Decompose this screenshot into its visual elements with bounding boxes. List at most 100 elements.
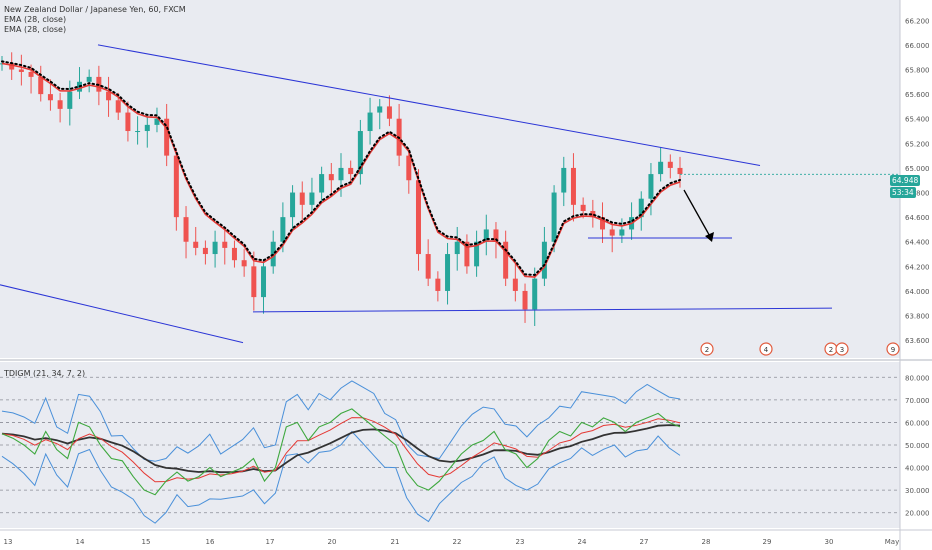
candle-body: [367, 112, 373, 132]
ema-red-line: [1, 62, 681, 278]
candle-body: [47, 94, 53, 101]
oscillator-tick-label: 40.000: [905, 465, 930, 473]
candle-body: [503, 241, 509, 279]
candle-body: [619, 229, 625, 236]
event-marker-count: 3: [840, 346, 844, 354]
ema-dotted-line: [1, 60, 681, 277]
signal-line: [1, 417, 681, 483]
oscillator-tick-label: 30.000: [905, 487, 930, 495]
candle-body: [57, 100, 63, 109]
forecast-arrow-line: [683, 189, 713, 241]
symbol-title: New Zealand Dollar / Japanese Yen, 60, F…: [4, 5, 186, 14]
oscillator-tick-label: 70.000: [905, 397, 930, 405]
candle-body: [183, 217, 189, 242]
candle-body: [609, 229, 615, 236]
time-axis-label: 22: [453, 538, 462, 546]
price-tick-label: 66.200: [905, 17, 930, 25]
candle-body: [251, 266, 257, 298]
price-tick-label: 65.800: [905, 67, 930, 75]
candle-body: [290, 192, 296, 218]
time-axis-label: 15: [142, 538, 151, 546]
candle-body: [154, 118, 160, 125]
price-tick-label: 65.000: [905, 165, 930, 173]
candle-body: [570, 167, 576, 205]
time-axis-label: 13: [4, 538, 13, 546]
candle-body: [580, 204, 586, 211]
candle-body: [435, 278, 441, 291]
candle-body: [144, 124, 150, 132]
indicator-ema-2[interactable]: EMA (28, close): [4, 25, 67, 34]
price-tick-label: 64.200: [905, 263, 930, 271]
price-tick-label: 64.000: [905, 288, 930, 296]
time-axis-label: 16: [206, 538, 215, 546]
candle-body: [454, 241, 460, 255]
event-marker-icon: [886, 342, 900, 356]
rsi-line: [1, 408, 681, 496]
indicator-ema-1[interactable]: EMA (28, close): [4, 15, 67, 24]
candle-body: [474, 241, 480, 267]
time-axis-label: 23: [516, 538, 525, 546]
candle-body: [193, 241, 199, 248]
candle-body: [309, 192, 315, 205]
candle-body: [532, 278, 538, 310]
time-axis-label: 27: [640, 538, 649, 546]
price-pane: [0, 0, 900, 358]
support-line: [252, 307, 833, 313]
candle-body: [328, 174, 334, 181]
oscillator-tick-label: 20.000: [905, 510, 930, 518]
time-axis-label: 29: [763, 538, 772, 546]
candle-body: [493, 229, 499, 242]
candle-body: [9, 63, 15, 70]
event-marker-icon: [835, 342, 849, 356]
candle-body: [135, 131, 141, 133]
candle-body: [415, 180, 421, 255]
event-marker-icon: [759, 342, 773, 356]
oscillator-midline: [1, 424, 681, 474]
candle-body: [38, 76, 44, 95]
price-tick-label: 65.400: [905, 116, 930, 124]
candle-body: [86, 76, 92, 82]
candle-body: [67, 91, 73, 109]
oscillator-label[interactable]: TDIGM (21, 34, 7, 2): [4, 369, 86, 378]
oscillator-tick-label: 60.000: [905, 419, 930, 427]
candle-body: [125, 112, 131, 132]
event-marker-count: 4: [764, 346, 769, 354]
candle-body: [541, 241, 547, 279]
candle-body: [164, 118, 170, 156]
candle-body: [667, 161, 673, 168]
upper-band-line: [1, 380, 681, 462]
candle-body: [600, 217, 606, 230]
candle-body: [377, 106, 383, 113]
candle-body: [406, 155, 412, 181]
candle-body: [638, 198, 644, 218]
time-axis-label: 24: [578, 538, 587, 546]
candle-body: [677, 167, 683, 175]
candle-body: [561, 167, 567, 193]
candle-body: [212, 241, 218, 255]
candle-body: [115, 100, 121, 113]
candle-body: [512, 278, 518, 291]
candle-body: [231, 247, 237, 261]
candle-body: [319, 174, 325, 193]
price-tick-label: 65.200: [905, 140, 930, 148]
candle-body: [425, 254, 431, 279]
price-tick-label: 65.600: [905, 91, 930, 99]
event-marker-count: 9: [891, 346, 895, 354]
lower-band-line: [1, 430, 681, 524]
candle-body: [551, 192, 557, 242]
time-axis-label: 17: [266, 538, 275, 546]
candle-body: [445, 254, 451, 291]
oscillator-tick-label: 80.000: [905, 374, 930, 382]
candle-body: [522, 290, 528, 310]
current-price-tag: 64.948: [890, 175, 921, 186]
time-axis-label: 14: [76, 538, 85, 546]
candle-body: [299, 192, 305, 205]
candle-body: [280, 217, 286, 242]
time-axis-label: 20: [328, 538, 337, 546]
event-marker-icon: [700, 342, 714, 356]
oscillator-tick-label: 50.000: [905, 442, 930, 450]
candle-body: [483, 229, 489, 242]
candle-body: [106, 91, 112, 101]
